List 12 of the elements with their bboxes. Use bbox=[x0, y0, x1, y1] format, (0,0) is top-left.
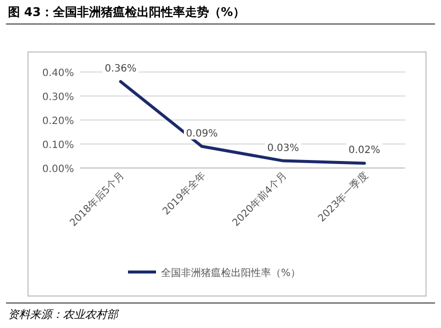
y-tick-label: 0.20% bbox=[42, 116, 74, 127]
data-label: 0.02% bbox=[348, 145, 380, 156]
y-tick-label: 0.10% bbox=[42, 140, 74, 151]
y-tick-label: 0.30% bbox=[42, 92, 74, 103]
y-tick-label: 0.40% bbox=[42, 68, 74, 79]
y-tick-label: 0.00% bbox=[42, 164, 74, 175]
data-label: 0.36% bbox=[104, 64, 137, 75]
legend-label: 全国非洲猪瘟检出阳性率（%） bbox=[161, 267, 301, 279]
chart-title: 图 43：全国非洲猪瘟检出阳性率走势（%） bbox=[8, 5, 245, 19]
data-label: 0.03% bbox=[267, 142, 300, 154]
data-label: 0.09% bbox=[186, 128, 218, 140]
text: 资料来源：农业农村部 bbox=[8, 308, 120, 321]
